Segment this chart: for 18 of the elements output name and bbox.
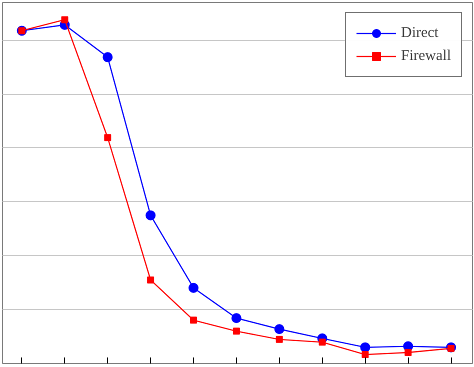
point: [318, 338, 326, 346]
point: [232, 328, 240, 335]
point: [360, 342, 370, 352]
point: [231, 313, 242, 324]
point: [147, 276, 154, 284]
point: [104, 134, 112, 142]
point: [274, 324, 284, 334]
point: [362, 351, 369, 358]
point: [188, 282, 199, 293]
point: [448, 344, 455, 352]
point: [102, 52, 113, 62]
point: [276, 336, 283, 343]
legend-label: Firewall: [401, 48, 451, 64]
legend-label: Direct: [401, 24, 438, 42]
point: [146, 210, 156, 220]
point: [190, 316, 198, 324]
point: [61, 16, 68, 24]
point: [404, 349, 412, 356]
